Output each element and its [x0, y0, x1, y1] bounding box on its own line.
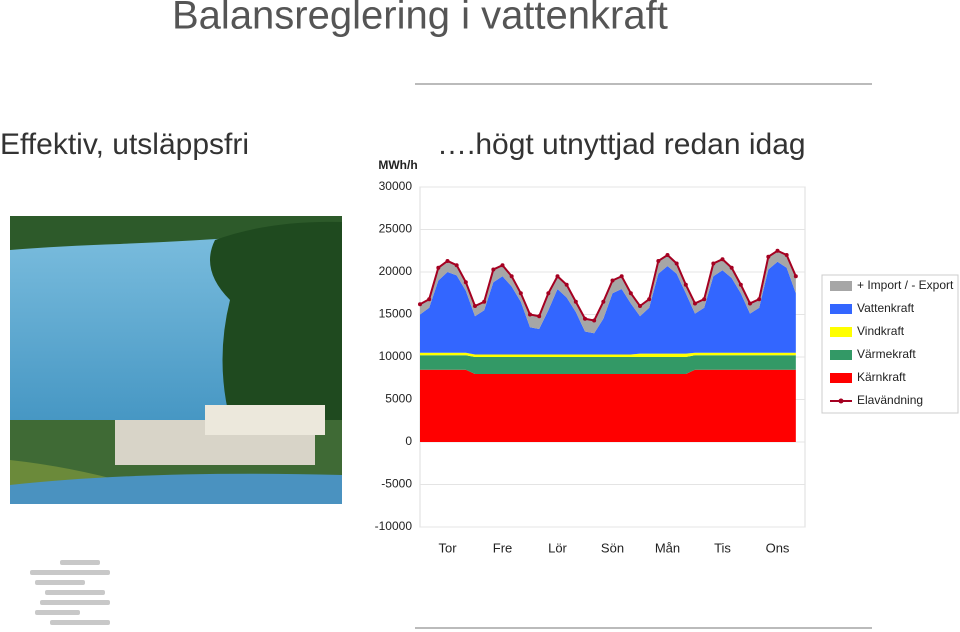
logo: [30, 560, 110, 625]
area: [420, 261, 796, 355]
legend-label: Vattenkraft: [857, 301, 915, 315]
marker: [537, 314, 542, 319]
marker: [793, 274, 798, 279]
legend-label: Vindkraft: [857, 324, 905, 338]
marker: [610, 278, 615, 283]
marker: [583, 316, 587, 321]
marker: [748, 301, 752, 306]
marker: [757, 297, 762, 302]
y-tick-label: -5000: [381, 477, 412, 491]
marker: [564, 282, 569, 287]
x-tick-label: Sön: [601, 540, 624, 555]
marker: [509, 274, 514, 279]
marker: [601, 299, 606, 304]
legend-label: Kärnkraft: [857, 370, 906, 384]
legend-swatch: [838, 398, 844, 404]
marker: [702, 297, 707, 302]
marker: [720, 257, 725, 262]
marker: [656, 258, 661, 263]
marker: [555, 274, 560, 279]
legend-label: + Import / - Export: [857, 278, 954, 292]
marker: [683, 282, 688, 287]
marker: [491, 267, 496, 272]
area: [420, 369, 796, 442]
marker: [500, 263, 505, 268]
marker: [427, 297, 432, 302]
y-tick-label: -10000: [375, 519, 413, 533]
marker: [436, 265, 441, 270]
marker: [784, 253, 789, 257]
legend-swatch: [830, 350, 852, 360]
x-tick-label: Lör: [548, 540, 567, 555]
x-tick-label: Tor: [438, 540, 457, 555]
marker: [482, 299, 487, 304]
legend: [821, 274, 959, 414]
y-tick-label: 15000: [379, 307, 413, 321]
marker: [674, 261, 679, 266]
legend-swatch: [830, 281, 852, 291]
x-tick-label: Fre: [493, 540, 513, 555]
marker: [775, 248, 780, 253]
y-tick-label: 5000: [385, 392, 412, 406]
marker: [711, 261, 716, 266]
y-tick-label: 20000: [379, 264, 413, 278]
legend-label: Elavändning: [857, 393, 923, 407]
marker: [647, 297, 652, 302]
marker: [738, 282, 743, 287]
slide-title: Balansreglering i vattenkraft: [172, 0, 668, 38]
legend-swatch: [830, 327, 852, 337]
y-tick-label: 30000: [379, 179, 413, 193]
marker: [418, 302, 422, 307]
marker: [518, 291, 523, 296]
legend-swatch: [830, 373, 852, 383]
marker: [665, 253, 670, 257]
left-caption: Effektiv, utsläppsfri: [0, 128, 249, 161]
marker: [628, 291, 633, 296]
legend-label: Värmekraft: [857, 347, 916, 361]
marker: [619, 274, 624, 279]
area: [420, 355, 796, 374]
marker: [638, 304, 642, 308]
x-tick-label: Ons: [766, 540, 790, 555]
x-tick-label: Mån: [655, 540, 680, 555]
y-tick-label: 25000: [379, 222, 413, 236]
area: [420, 352, 796, 357]
marker: [573, 299, 578, 304]
legend-swatch: [830, 304, 852, 314]
marker: [528, 312, 532, 317]
y-tick-label: 0: [405, 434, 412, 448]
x-tick-label: Tis: [714, 540, 731, 555]
marker: [473, 304, 477, 308]
marker: [463, 280, 468, 285]
right-caption: ….högt utnyttjad redan idag: [437, 128, 806, 161]
marker: [546, 291, 551, 296]
marker: [454, 263, 459, 268]
photo: [10, 216, 342, 504]
marker: [729, 265, 734, 270]
marker: [592, 318, 597, 323]
marker: [693, 301, 697, 306]
marker: [766, 254, 771, 259]
marker: [445, 258, 450, 263]
y-tick-label: 10000: [379, 349, 413, 363]
y-axis-label: MWh/h: [378, 158, 417, 172]
